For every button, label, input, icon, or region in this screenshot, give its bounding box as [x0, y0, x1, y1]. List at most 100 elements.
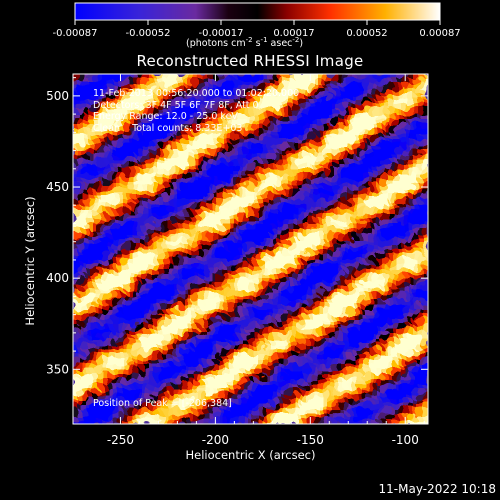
heatmap-cell	[143, 249, 149, 255]
heatmap-cell	[423, 139, 428, 145]
heatmap-cell	[308, 199, 314, 205]
heatmap-cell	[263, 349, 269, 355]
heatmap-cell	[173, 214, 179, 220]
heatmap-cell	[163, 99, 169, 105]
heatmap-cell	[98, 279, 104, 285]
heatmap-cell	[103, 304, 109, 310]
heatmap-cell	[413, 404, 419, 410]
heatmap-cell	[153, 169, 159, 175]
heatmap-cell	[163, 134, 169, 140]
heatmap-cell	[238, 329, 244, 335]
heatmap-cell	[223, 339, 229, 345]
heatmap-cell	[388, 189, 394, 195]
heatmap-cell	[413, 109, 419, 115]
heatmap-cell	[173, 409, 179, 415]
heatmap-cell	[133, 174, 139, 180]
heatmap-cell	[273, 414, 279, 420]
heatmap-cell	[128, 379, 134, 385]
heatmap-cell	[418, 334, 424, 340]
heatmap-cell	[278, 324, 284, 330]
heatmap-cell	[373, 374, 379, 380]
heatmap-cell	[243, 239, 249, 245]
heatmap-cell	[418, 114, 424, 120]
heatmap-cell	[423, 239, 428, 245]
heatmap-cell	[408, 129, 414, 135]
heatmap-cell	[218, 119, 224, 125]
heatmap-cell	[398, 219, 404, 225]
heatmap-cell	[228, 409, 234, 415]
heatmap-cell	[373, 109, 379, 115]
heatmap-cell	[173, 349, 179, 355]
heatmap-cell	[78, 204, 84, 210]
heatmap-cell	[348, 84, 354, 90]
heatmap-cell	[218, 204, 224, 210]
heatmap-cell	[278, 109, 284, 115]
heatmap-cell	[288, 344, 294, 350]
heatmap-cell	[253, 264, 259, 270]
heatmap-cell	[423, 204, 428, 210]
heatmap-cell	[388, 129, 394, 135]
heatmap-cell	[393, 289, 399, 295]
heatmap-cell	[348, 104, 354, 110]
heatmap-cell	[213, 174, 219, 180]
heatmap-cell	[218, 299, 224, 305]
heatmap-cell	[118, 209, 124, 215]
heatmap-cell	[218, 354, 224, 360]
heatmap-cell	[383, 89, 389, 95]
heatmap-cell	[203, 209, 209, 215]
heatmap-cell	[383, 234, 389, 240]
heatmap-cell	[203, 194, 209, 200]
heatmap-cell	[223, 359, 229, 365]
heatmap-cell	[348, 224, 354, 230]
heatmap-cell	[98, 304, 104, 310]
heatmap-cell	[353, 309, 359, 315]
heatmap-cell	[98, 284, 104, 290]
heatmap-cell	[393, 184, 399, 190]
heatmap-cell	[408, 214, 414, 220]
heatmap-cell	[223, 149, 229, 155]
heatmap-cell	[213, 124, 219, 130]
heatmap-cell	[113, 304, 119, 310]
heatmap-cell	[178, 79, 184, 85]
heatmap-cell	[183, 94, 189, 100]
heatmap-cell	[393, 114, 399, 120]
heatmap-cell	[83, 314, 89, 320]
heatmap-cell	[153, 319, 159, 325]
heatmap-cell	[268, 109, 274, 115]
heatmap-cell	[353, 194, 359, 200]
heatmap-cell	[118, 344, 124, 350]
heatmap-cell	[163, 149, 169, 155]
heatmap-cell	[223, 304, 229, 310]
heatmap-cell	[373, 219, 379, 225]
heatmap-cell	[188, 379, 194, 385]
heatmap-cell	[393, 389, 399, 395]
heatmap-cell	[358, 269, 364, 275]
heatmap-cell	[83, 104, 89, 110]
heatmap-cell	[258, 344, 264, 350]
heatmap-cell	[413, 199, 419, 205]
heatmap-cell	[228, 199, 234, 205]
heatmap-cell	[203, 269, 209, 275]
heatmap-cell	[233, 224, 239, 230]
heatmap-cell	[123, 384, 129, 390]
heatmap-cell	[293, 184, 299, 190]
heatmap-cell	[423, 354, 428, 360]
heatmap-cell	[318, 289, 324, 295]
heatmap-cell	[268, 414, 274, 420]
heatmap-cell	[378, 134, 384, 140]
heatmap-cell	[248, 269, 254, 275]
heatmap-cell	[368, 89, 374, 95]
heatmap-cell	[213, 224, 219, 230]
heatmap-cell	[148, 399, 154, 405]
heatmap-cell	[283, 99, 289, 105]
heatmap-cell	[138, 319, 144, 325]
heatmap-cell	[373, 244, 379, 250]
heatmap-cell	[248, 249, 254, 255]
heatmap-cell	[403, 404, 409, 410]
heatmap-cell	[413, 174, 419, 180]
heatmap-cell	[213, 159, 219, 165]
heatmap-cell	[73, 159, 79, 165]
heatmap-cell	[403, 334, 409, 340]
heatmap-cell	[373, 324, 379, 330]
heatmap-cell	[168, 119, 174, 125]
